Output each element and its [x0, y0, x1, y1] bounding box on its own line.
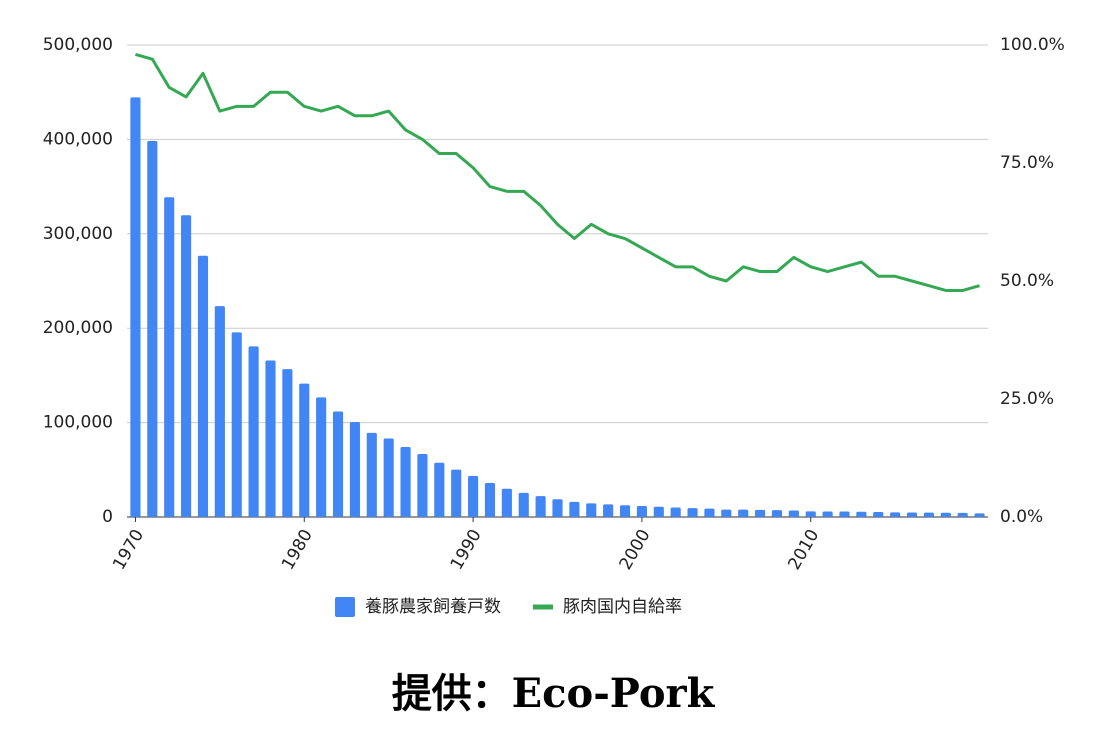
- bar: [721, 509, 732, 517]
- x-tick-label: 2000: [616, 526, 655, 573]
- y2-tick-label: 0.0%: [1000, 507, 1043, 527]
- bar: [197, 255, 209, 517]
- bar: [383, 438, 394, 517]
- y2-tick-label: 100.0%: [1000, 35, 1065, 55]
- y-tick-label: 0: [102, 507, 113, 527]
- bar: [839, 511, 850, 517]
- bar: [164, 197, 175, 517]
- bar: [704, 508, 715, 517]
- legend-swatch: [335, 597, 355, 617]
- x-tick-label: 1990: [447, 526, 486, 573]
- bar: [214, 306, 225, 517]
- y2-tick-label: 50.0%: [1000, 271, 1054, 291]
- bar: [805, 511, 816, 517]
- bar: [771, 510, 783, 517]
- bar: [906, 512, 918, 517]
- bar: [417, 454, 428, 517]
- bar: [400, 446, 411, 517]
- bar: [299, 383, 310, 517]
- bar: [130, 97, 141, 517]
- bar: [501, 488, 512, 517]
- bar: [535, 496, 546, 517]
- bar: [619, 505, 631, 517]
- bar: [468, 476, 479, 517]
- bar: [451, 469, 462, 517]
- bar: [603, 504, 614, 517]
- bar: [738, 509, 749, 517]
- bar: [653, 506, 664, 517]
- bar: [957, 512, 968, 517]
- y-tick-label: 200,000: [43, 318, 113, 338]
- bar: [755, 509, 766, 517]
- line: [135, 52, 980, 292]
- bar: [940, 512, 951, 517]
- bar: [923, 512, 934, 517]
- bar: [231, 332, 242, 517]
- legend-label: 豚肉国内自給率: [563, 597, 682, 617]
- bar: [822, 511, 833, 517]
- y-tick-label: 500,000: [43, 35, 113, 55]
- bar: [856, 511, 867, 517]
- bar: [873, 512, 884, 517]
- bar: [687, 508, 698, 517]
- x-tick-label: 1980: [278, 526, 317, 573]
- bar: [282, 369, 293, 517]
- bar: [366, 432, 377, 517]
- legend-label: 養豚農家飼養戸数: [365, 597, 501, 617]
- bar: [349, 422, 360, 517]
- bar: [181, 215, 192, 517]
- bar: [890, 512, 901, 517]
- bar: [974, 513, 985, 517]
- y2-tick-label: 75.0%: [1000, 153, 1054, 173]
- bar: [670, 507, 681, 517]
- y-tick-label: 400,000: [43, 129, 113, 149]
- bar: [484, 483, 496, 517]
- y2-tick-label: 25.0%: [1000, 389, 1054, 409]
- bar: [518, 492, 529, 517]
- bar: [552, 499, 563, 517]
- caption: 提供：Eco-Pork: [392, 670, 716, 717]
- bar: [265, 360, 276, 517]
- bar: [569, 501, 580, 517]
- x-tick-label: 1970: [109, 526, 148, 573]
- x-tick-label: 2010: [784, 526, 823, 573]
- bar: [586, 503, 597, 517]
- y-tick-label: 100,000: [43, 413, 113, 433]
- bar: [332, 411, 344, 517]
- bar: [636, 505, 647, 517]
- y-tick-label: 300,000: [43, 224, 113, 244]
- bar: [248, 346, 259, 517]
- bar: [147, 141, 158, 517]
- bar: [434, 462, 445, 517]
- bar: [788, 510, 799, 517]
- bar: [316, 397, 327, 517]
